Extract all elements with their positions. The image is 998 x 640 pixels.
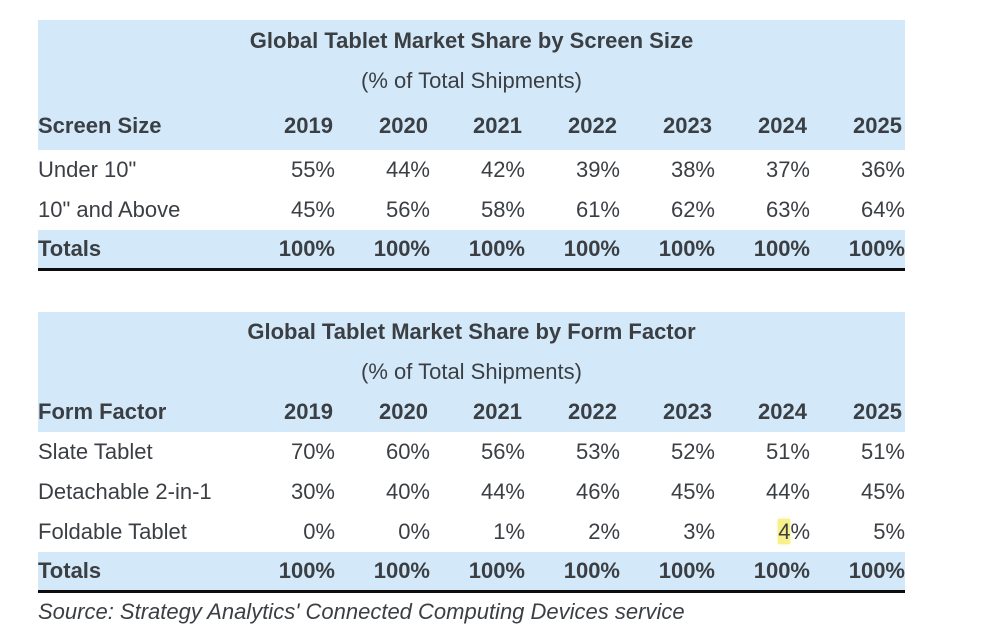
year-header: 2025	[853, 399, 902, 424]
totals-label: Totals	[38, 558, 102, 583]
cell-value: 30%	[290, 479, 335, 504]
column-header-row: Form Factor 2019 2020 2021 2022 2023 202…	[38, 392, 905, 432]
table-header-block: Global Tablet Market Share by Form Facto…	[38, 312, 905, 432]
highlight-mark: 4	[778, 519, 791, 544]
total-value: 100%	[658, 236, 715, 261]
cell-value: 5%	[873, 519, 905, 544]
year-header: 2020	[379, 113, 428, 138]
row-label: Under 10"	[38, 157, 137, 182]
cell-value: 38%	[670, 157, 715, 182]
cell-value: 2%	[588, 519, 620, 544]
year-header: 2019	[284, 399, 333, 424]
highlight-rest: %	[790, 519, 810, 544]
cell-value: 51%	[860, 439, 905, 464]
cell-value: 56%	[385, 197, 430, 222]
total-value: 100%	[563, 236, 620, 261]
table-subtitle: (% of Total Shipments)	[361, 359, 582, 384]
column-header-row: Screen Size 2019 2020 2021 2022 2023 202…	[38, 106, 905, 146]
row-label: Detachable 2-in-1	[38, 479, 212, 504]
year-header: 2021	[473, 113, 522, 138]
bottom-rule	[38, 268, 905, 271]
cell-value: 3%	[683, 519, 715, 544]
totals-label: Totals	[38, 236, 102, 261]
table-subtitle: (% of Total Shipments)	[361, 68, 582, 93]
cell-value: 39%	[575, 157, 620, 182]
cell-value: 0%	[398, 519, 430, 544]
year-header: 2022	[568, 113, 617, 138]
table-title: Global Tablet Market Share by Screen Siz…	[249, 28, 694, 53]
cell-value: 60%	[385, 439, 430, 464]
total-value: 100%	[373, 558, 430, 583]
cell-value: 62%	[670, 197, 715, 222]
total-value: 100%	[373, 236, 430, 261]
cell-value: 44%	[480, 479, 525, 504]
table-row: Slate Tablet 70% 60% 56% 53% 52% 51% 51%	[38, 432, 905, 472]
year-header: 2020	[379, 399, 428, 424]
table-row: 10" and Above 45% 56% 58% 61% 62% 63% 64…	[38, 190, 905, 230]
total-value: 100%	[753, 236, 810, 261]
cell-value: 55%	[290, 157, 335, 182]
total-value: 100%	[278, 236, 335, 261]
cell-value: 46%	[575, 479, 620, 504]
cell-value: 36%	[860, 157, 905, 182]
year-header: 2022	[568, 399, 617, 424]
total-value: 100%	[468, 236, 525, 261]
total-value: 100%	[753, 558, 810, 583]
total-value: 100%	[278, 558, 335, 583]
year-header: 2025	[853, 113, 902, 138]
highlighted-cell-value: 4%	[730, 512, 810, 552]
cell-value: 44%	[385, 157, 430, 182]
cell-value: 52%	[670, 439, 715, 464]
form-factor-table: Global Tablet Market Share by Form Facto…	[38, 312, 905, 593]
cell-value: 63%	[765, 197, 810, 222]
year-header: 2024	[758, 113, 807, 138]
table-header-block: Global Tablet Market Share by Screen Siz…	[38, 20, 905, 150]
cell-value: 45%	[290, 197, 335, 222]
cell-value: 0%	[303, 519, 335, 544]
total-value: 100%	[848, 558, 905, 583]
screen-size-table: Global Tablet Market Share by Screen Siz…	[38, 20, 905, 271]
source-note: Source: Strategy Analytics' Connected Co…	[38, 599, 685, 624]
total-value: 100%	[848, 236, 905, 261]
cell-value: 61%	[575, 197, 620, 222]
cell-value: 58%	[480, 197, 525, 222]
cell-value: 70%	[290, 439, 335, 464]
row-label: Slate Tablet	[38, 439, 153, 464]
cell-value: 42%	[480, 157, 525, 182]
year-header: 2021	[473, 399, 522, 424]
cell-value: 53%	[575, 439, 620, 464]
row-label: 10" and Above	[38, 197, 181, 222]
cell-value: 45%	[860, 479, 905, 504]
column-header-label: Screen Size	[38, 113, 162, 138]
column-header-label: Form Factor	[38, 399, 167, 424]
total-value: 100%	[468, 558, 525, 583]
cell-value: 51%	[765, 439, 810, 464]
year-header: 2023	[663, 113, 712, 138]
cell-value: 64%	[860, 197, 905, 222]
cell-value: 45%	[670, 479, 715, 504]
cell-value: 56%	[480, 439, 525, 464]
table-row: Foldable Tablet 0% 0% 1% 2% 3% 4% 5%	[38, 512, 905, 552]
total-value: 100%	[563, 558, 620, 583]
cell-value: 37%	[765, 157, 810, 182]
table-row: Detachable 2-in-1 30% 40% 44% 46% 45% 44…	[38, 472, 905, 512]
year-header: 2024	[758, 399, 807, 424]
table-row: Under 10" 55% 44% 42% 39% 38% 37% 36%	[38, 150, 905, 190]
cell-value: 1%	[493, 519, 525, 544]
cell-value: 40%	[385, 479, 430, 504]
year-header: 2019	[284, 113, 333, 138]
row-label: Foldable Tablet	[38, 519, 187, 544]
total-value: 100%	[658, 558, 715, 583]
cell-value: 44%	[765, 479, 810, 504]
bottom-rule	[38, 590, 905, 593]
totals-row: Totals 100% 100% 100% 100% 100% 100% 100…	[38, 230, 905, 268]
year-header: 2023	[663, 399, 712, 424]
totals-row: Totals 100% 100% 100% 100% 100% 100% 100…	[38, 552, 905, 590]
table-title: Global Tablet Market Share by Form Facto…	[247, 319, 696, 344]
